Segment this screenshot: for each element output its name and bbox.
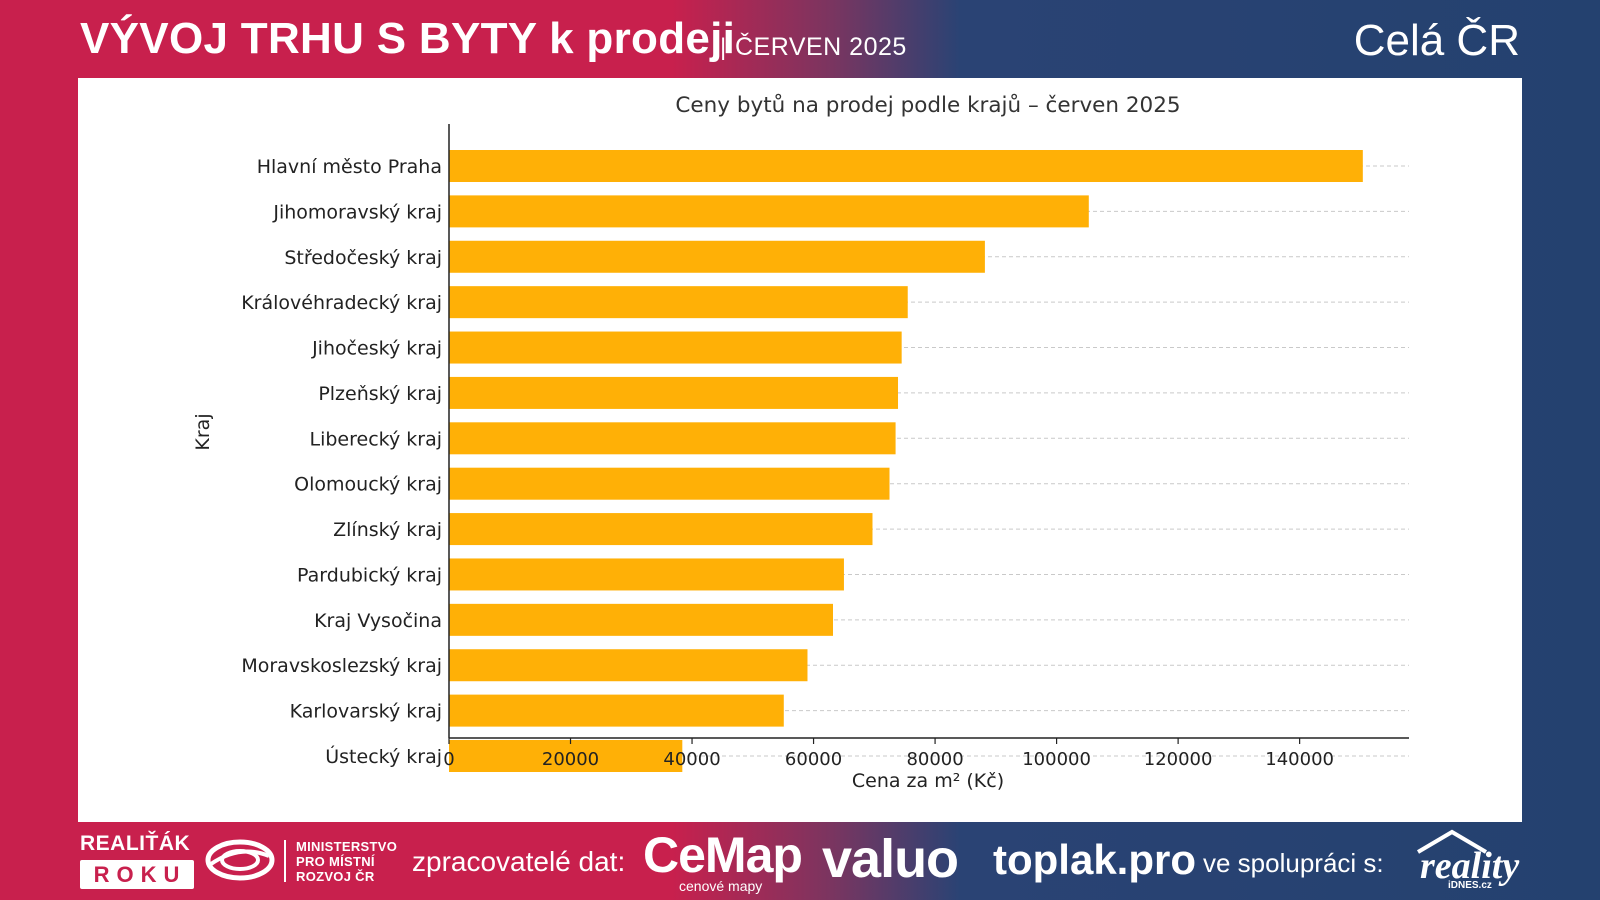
bar (449, 331, 902, 364)
reality-sub: iDNES.cz (1448, 880, 1492, 891)
bar (449, 558, 844, 591)
x-tick-label: 140000 (1265, 749, 1334, 770)
x-tick-label: 40000 (663, 749, 720, 770)
bar (449, 694, 784, 727)
x-tick-label: 80000 (906, 749, 963, 770)
y-tick-label: Kraj Vysočina (314, 610, 442, 632)
realitak-roku-logo: REALIŤÁK ROKU (80, 832, 194, 889)
y-tick-label: Pardubický kraj (297, 564, 442, 586)
bar (449, 513, 873, 546)
cemap-logo: CeMap cenové mapy (643, 827, 803, 894)
x-tick-label: 60000 (785, 749, 842, 770)
header: VÝVOJ TRHU S BYTY k prodeji | ČERVEN 202… (0, 0, 1600, 78)
ministry-logo-text: MINISTERSTVO PRO MÍSTNÍ ROZVOJ ČR (296, 839, 397, 884)
y-tick-label: Ústecký kraj (325, 744, 442, 768)
ministry-emblem-icon (205, 839, 275, 881)
bar (449, 422, 896, 455)
report-period: ČERVEN 2025 (735, 33, 907, 61)
report-title: VÝVOJ TRHU S BYTY k prodeji (80, 14, 736, 63)
y-tick-label: Liberecký kraj (310, 428, 443, 450)
data-processors-label: zpracovatelé dat: (412, 846, 626, 877)
ministry-line-2: PRO MÍSTNÍ (296, 854, 375, 869)
reality-idnes-logo: reality iDNES.cz (1412, 826, 1522, 896)
x-tick-label: 120000 (1144, 749, 1213, 770)
footer: REALIŤÁK ROKU MINISTERSTVO PRO MÍSTNÍ RO… (0, 822, 1600, 900)
y-tick-label: Moravskoslezský kraj (241, 655, 442, 677)
grid-lines (449, 165, 1409, 757)
cemap-name: CeMap (643, 827, 803, 883)
bar (449, 150, 1363, 182)
y-tick-label: Jihomoravský kraj (272, 201, 442, 223)
cemap-tagline: cenové mapy (679, 878, 763, 894)
cooperation-label: ve spolupráci s: (1203, 848, 1384, 878)
x-tick-label: 20000 (542, 749, 599, 770)
valuo-logo: valuo (822, 829, 959, 889)
y-tick-label: Jihočeský kraj (311, 338, 442, 360)
y-tick-label: Plzeňský kraj (318, 383, 442, 405)
y-tick-label: Olomoucký kraj (294, 474, 442, 496)
y-tick-label: Karlovarský kraj (290, 701, 442, 723)
y-tick-label: Královéhradecký kraj (241, 292, 442, 314)
realitak-logo-top: REALIŤÁK (80, 832, 191, 855)
y-tick-label: Středočeský kraj (284, 247, 442, 269)
y-tick-label: Hlavní město Praha (257, 156, 442, 178)
bar (449, 649, 808, 682)
bar-chart: Hlavní město Praha Jihomoravský kraj Střed… (192, 93, 1409, 792)
y-axis-label: Kraj (192, 413, 214, 450)
x-tick-label: 0 (443, 749, 454, 770)
ministry-line-3: ROZVOJ ČR (296, 869, 375, 884)
reality-word: reality (1420, 845, 1520, 887)
title-separator: | (720, 34, 727, 61)
realitak-logo-bottom: ROKU (80, 860, 194, 889)
bars (449, 150, 1363, 772)
ministry-divider (284, 840, 286, 882)
x-tick-label: 100000 (1022, 749, 1091, 770)
bar (449, 240, 985, 273)
bar (449, 286, 908, 319)
chart-title: Ceny bytů na prodej podle krajů – červen… (675, 93, 1180, 118)
axes: Hlavní město Praha Jihomoravský kraj Střed… (241, 124, 1409, 770)
house-roof-icon (1416, 829, 1488, 854)
bar (449, 740, 683, 772)
bar (449, 195, 1089, 228)
bar (449, 603, 833, 636)
toplak-logo: toplak.pro (993, 836, 1197, 883)
region-label: Celá ČR (1353, 16, 1520, 65)
bar (449, 376, 899, 409)
x-axis-label: Cena za m² (Kč) (852, 770, 1004, 792)
bar (449, 467, 890, 500)
y-tick-label: Zlínský kraj (333, 519, 442, 541)
chart-panel: Hlavní město Praha Jihomoravský kraj Střed… (78, 78, 1522, 822)
ministry-line-1: MINISTERSTVO (296, 839, 398, 854)
